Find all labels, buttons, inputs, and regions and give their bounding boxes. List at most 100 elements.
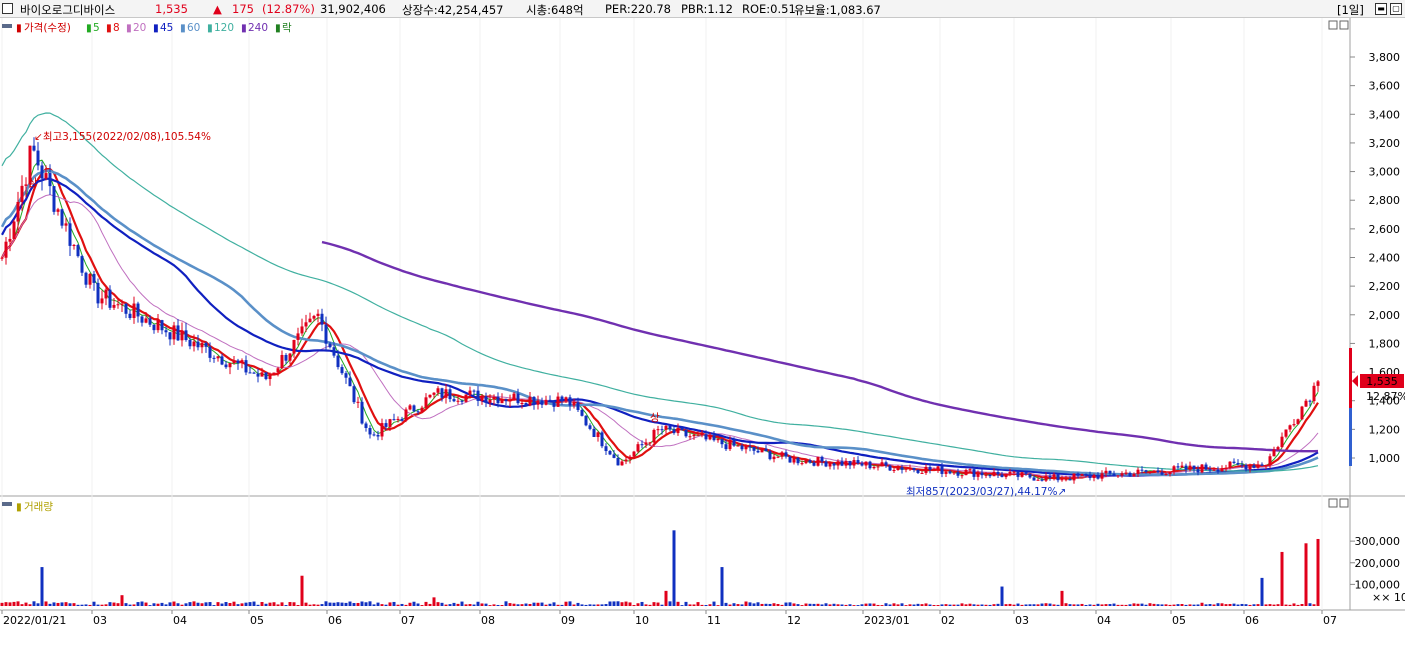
candle-body (1164, 473, 1168, 475)
y-tick-label: 1,400 (1369, 395, 1401, 408)
candle-body (452, 399, 456, 402)
legend-ma-marker: ▮ (153, 22, 159, 34)
volume-bar (596, 604, 600, 606)
volume-bar (524, 603, 528, 606)
y-tick-label: 3,600 (1369, 80, 1401, 93)
candle-body (652, 429, 656, 443)
candle-body (108, 289, 112, 308)
volume-bar (608, 601, 612, 606)
candle-body (976, 472, 980, 477)
volume-bar (724, 602, 728, 606)
volume-pane-minimize-icon[interactable] (1328, 498, 1338, 508)
volume-bar (12, 601, 16, 606)
x-tick-label: 02 (941, 614, 955, 627)
candle-body (844, 461, 848, 466)
candle-body (716, 438, 720, 441)
period-selector[interactable]: [1일] (1337, 3, 1364, 17)
volume-bar (924, 603, 928, 606)
volume-bar (684, 601, 688, 606)
maximize-icon[interactable]: ▢ (1390, 3, 1402, 15)
candle-body (740, 445, 744, 450)
candle-body (1092, 474, 1096, 478)
market-cap: 시총:648억 (526, 3, 584, 17)
candle-body (884, 462, 888, 466)
candle-body (556, 396, 560, 407)
candle-body (116, 304, 120, 306)
minimize-icon[interactable]: ▬ (1375, 3, 1387, 15)
volume-bar (184, 603, 188, 606)
volume-bar (392, 601, 396, 606)
roe-value: ROE:0.51 (742, 2, 796, 16)
x-tick-label: 06 (1245, 614, 1259, 627)
volume-bar (412, 601, 416, 606)
volume-bar (552, 602, 556, 606)
legend-price-label: 가격(수정) (24, 21, 71, 34)
volume-bar (736, 604, 740, 606)
candle-body (464, 394, 468, 402)
candle-body (564, 397, 568, 402)
candle-body (448, 389, 452, 400)
retention-ratio: 유보율:1,083.67 (794, 3, 881, 17)
volume-y-tick-label: 300,000 (1355, 535, 1401, 548)
candle-body (188, 339, 192, 347)
candle-body (1240, 464, 1244, 466)
volume-bar (84, 604, 88, 606)
candle-body (604, 446, 608, 452)
volume-bar (260, 602, 264, 606)
y-tick-label: 3,400 (1369, 108, 1401, 121)
y-tick-label: 3,800 (1369, 51, 1401, 64)
volume-bar (1156, 604, 1160, 606)
candle-body (872, 466, 876, 469)
volume-bar (516, 604, 520, 606)
volume-bar (1152, 603, 1156, 606)
candle-body (72, 244, 76, 246)
volume-bar (56, 602, 60, 606)
volume-legend-handle-icon[interactable] (2, 502, 12, 506)
pane-minimize-icon[interactable] (1328, 20, 1338, 30)
candle-body (1008, 471, 1012, 474)
volume-bar (768, 603, 772, 606)
volume-bar (1124, 604, 1128, 606)
volume-bar (1080, 603, 1084, 606)
candle-body (1140, 469, 1144, 471)
candle-body (632, 451, 636, 457)
candle-body (492, 396, 496, 400)
candle-body (1208, 469, 1212, 471)
pane-close-icon[interactable] (1339, 20, 1349, 30)
volume-bar (1008, 603, 1012, 606)
volume-bar (1228, 603, 1232, 606)
volume-bar (1236, 604, 1240, 606)
candle-body (216, 356, 220, 359)
candle-body (412, 405, 416, 412)
candle-body (824, 461, 828, 467)
volume-bar (292, 602, 296, 606)
volume-bar (844, 604, 848, 606)
volume-bar (356, 602, 360, 606)
candle-body (212, 357, 216, 359)
volume-bar (800, 605, 804, 606)
volume-bar (328, 602, 332, 606)
candle-body (44, 173, 48, 179)
legend-handle-icon[interactable] (2, 24, 12, 28)
y-tick-label: 1,800 (1369, 337, 1401, 350)
volume-bar (692, 604, 696, 606)
candle-body (1160, 472, 1164, 475)
candle-body (476, 390, 480, 401)
candle-body (244, 360, 248, 373)
select-checkbox[interactable] (2, 3, 13, 14)
candle-body (1272, 449, 1276, 457)
volume-bar (756, 602, 760, 606)
volume-bar (76, 604, 80, 606)
volume-bar (1104, 604, 1108, 606)
volume-bar (664, 590, 668, 606)
candle-body (1056, 474, 1060, 481)
candle-body (28, 145, 32, 185)
volume-bar (288, 602, 292, 606)
volume-bar (276, 604, 280, 606)
x-tick-label: 04 (173, 614, 187, 627)
volume-bar (312, 604, 316, 606)
volume-bar (904, 605, 908, 606)
volume-bar (132, 604, 136, 606)
candle-body (164, 330, 168, 333)
volume-pane-close-icon[interactable] (1339, 498, 1349, 508)
